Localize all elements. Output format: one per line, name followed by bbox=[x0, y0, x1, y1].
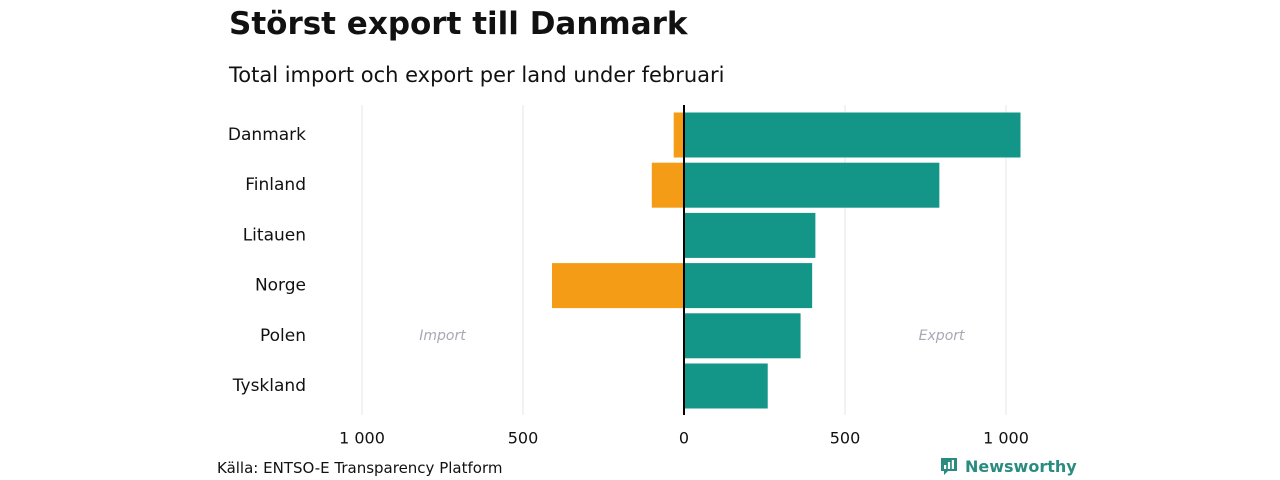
category-labels: Danmark Finland Litauen Norge Polen Tyskland bbox=[228, 125, 306, 396]
chart-subtitle: Total import och export per land under f… bbox=[229, 63, 725, 87]
category-label-polen: Polen bbox=[260, 326, 306, 346]
annotation-export: Export bbox=[919, 328, 965, 344]
x-tick-label: 1 000 bbox=[983, 429, 1029, 448]
export-bar-danmark bbox=[684, 112, 1021, 158]
import-bar-norge bbox=[551, 263, 684, 309]
annotations: Import Export bbox=[419, 328, 965, 344]
x-tick-label: 1 000 bbox=[339, 429, 385, 448]
export-bar-norge bbox=[684, 263, 813, 309]
import-bar-danmark bbox=[673, 112, 684, 158]
annotation-import: Import bbox=[419, 328, 466, 344]
category-label-danmark: Danmark bbox=[228, 125, 306, 145]
export-bar-litauen bbox=[684, 212, 816, 258]
bars bbox=[551, 105, 1021, 415]
category-label-tyskland: Tyskland bbox=[232, 376, 306, 396]
brand-name: Newsworthy bbox=[965, 456, 1077, 476]
x-tick-label: 500 bbox=[508, 429, 539, 448]
category-label-finland: Finland bbox=[245, 175, 306, 195]
export-bar-tyskland bbox=[684, 363, 768, 409]
brand-logo[interactable]: Newsworthy bbox=[939, 456, 1077, 476]
export-bar-finland bbox=[684, 162, 940, 208]
x-tick-label: 500 bbox=[830, 429, 861, 448]
newsworthy-logo-icon bbox=[941, 458, 957, 475]
import-bar-finland bbox=[651, 162, 684, 208]
chart-title: Störst export till Danmark bbox=[229, 6, 688, 42]
export-bar-polen bbox=[684, 313, 801, 359]
x-tick-labels: 1 000 500 0 500 1 000 bbox=[339, 429, 1029, 448]
source-note: Källa: ENTSO-E Transparency Platform bbox=[217, 459, 503, 477]
category-label-litauen: Litauen bbox=[243, 225, 306, 245]
x-tick-label: 0 bbox=[679, 429, 689, 448]
category-label-norge: Norge bbox=[255, 276, 306, 296]
